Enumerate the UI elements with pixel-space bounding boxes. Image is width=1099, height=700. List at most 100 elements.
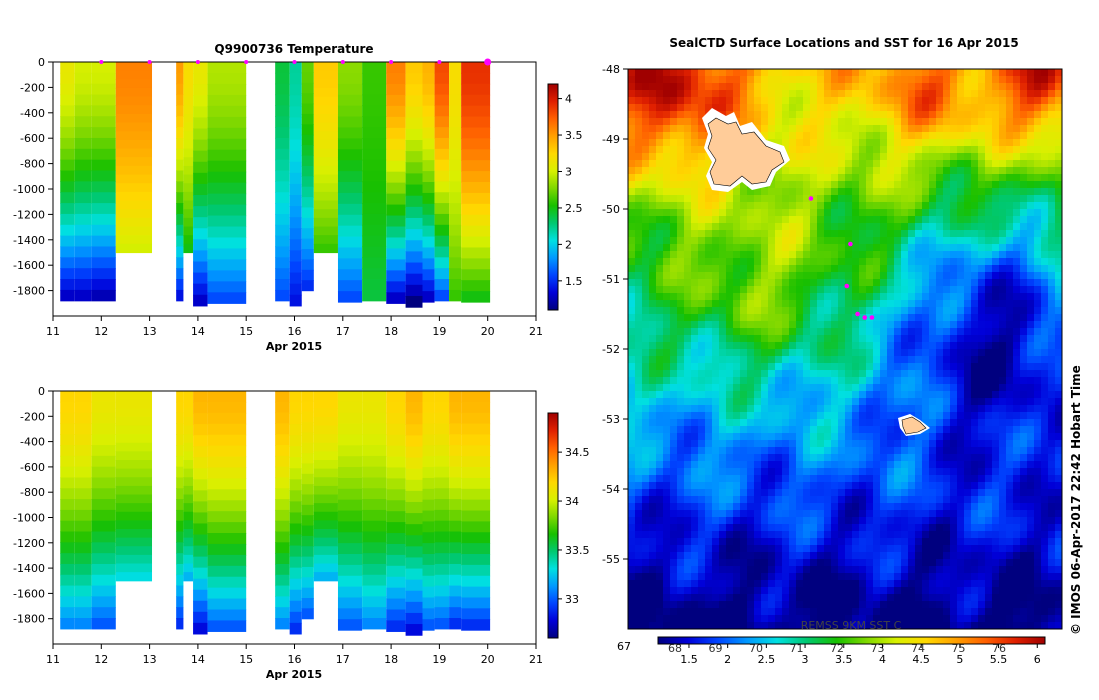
sst-cell bbox=[691, 223, 699, 231]
profile-cell bbox=[449, 159, 462, 172]
profile-cell bbox=[405, 151, 423, 163]
sst-cell bbox=[1006, 335, 1014, 343]
sst-cell bbox=[845, 272, 853, 280]
sst-cell bbox=[649, 153, 657, 161]
sst-cell bbox=[691, 461, 699, 469]
sst-cell bbox=[761, 384, 769, 392]
sst-cell bbox=[1013, 307, 1021, 315]
sst-cell bbox=[1020, 160, 1028, 168]
profile-cell bbox=[91, 531, 116, 543]
sst-cell bbox=[894, 468, 902, 476]
sst-cell bbox=[838, 223, 846, 231]
sst-cell bbox=[740, 510, 748, 518]
sst-cell bbox=[810, 230, 818, 238]
sst-cell bbox=[915, 503, 923, 511]
sst-cell bbox=[782, 209, 790, 217]
sst-cell bbox=[985, 398, 993, 406]
sst-cell bbox=[859, 258, 867, 266]
sst-cell bbox=[705, 398, 713, 406]
sst-cell bbox=[901, 454, 909, 462]
sst-cell bbox=[831, 461, 839, 469]
sst-cell bbox=[971, 419, 979, 427]
profile-cell bbox=[405, 84, 423, 97]
sst-cell bbox=[719, 398, 727, 406]
sst-cell bbox=[740, 489, 748, 497]
sst-cell bbox=[992, 503, 1000, 511]
sst-cell bbox=[985, 454, 993, 462]
sst-cell bbox=[950, 314, 958, 322]
sst-cell bbox=[768, 125, 776, 133]
sst-cell bbox=[796, 139, 804, 147]
sst-cell bbox=[642, 223, 650, 231]
sst-cell bbox=[985, 76, 993, 84]
profile-cell bbox=[60, 257, 75, 269]
sst-cell bbox=[880, 258, 888, 266]
sst-cell bbox=[684, 307, 692, 315]
sst-cell bbox=[642, 377, 650, 385]
sst-cell bbox=[943, 377, 951, 385]
sst-cell bbox=[936, 139, 944, 147]
sst-cell bbox=[782, 83, 790, 91]
sst-cell bbox=[859, 118, 867, 126]
sst-cell bbox=[838, 272, 846, 280]
sst-cell bbox=[768, 370, 776, 378]
sst-cell bbox=[796, 363, 804, 371]
sst-cell bbox=[740, 300, 748, 308]
profile-cell bbox=[176, 116, 184, 128]
sst-cell bbox=[817, 188, 825, 196]
profile-cell bbox=[301, 587, 314, 599]
sst-cell bbox=[670, 258, 678, 266]
sst-cell bbox=[964, 97, 972, 105]
sst-cell bbox=[635, 167, 643, 175]
sst-cell bbox=[999, 244, 1007, 252]
sst-cell bbox=[978, 132, 986, 140]
sst-cell bbox=[649, 272, 657, 280]
sst-cell bbox=[761, 433, 769, 441]
sst-cell bbox=[642, 440, 650, 448]
sst-cell bbox=[894, 279, 902, 287]
sst-cell bbox=[677, 188, 685, 196]
sst-cell bbox=[852, 503, 860, 511]
profile-cell bbox=[461, 171, 491, 183]
sst-cell bbox=[754, 440, 762, 448]
profile-cell bbox=[313, 416, 338, 427]
sst-cell bbox=[796, 405, 804, 413]
sst-cell bbox=[887, 216, 895, 224]
sst-cell bbox=[747, 286, 755, 294]
sst-cell bbox=[901, 188, 909, 196]
sst-cell bbox=[761, 69, 769, 77]
sst-cell bbox=[705, 349, 713, 357]
sst-cell bbox=[656, 356, 664, 364]
sst-cell bbox=[796, 167, 804, 175]
sst-cell bbox=[663, 195, 671, 203]
sst-cell bbox=[719, 475, 727, 483]
sst-cell bbox=[873, 335, 881, 343]
sst-cell bbox=[1055, 181, 1063, 189]
sst-cell bbox=[691, 244, 699, 252]
sst-cell bbox=[747, 335, 755, 343]
sst-cell bbox=[628, 69, 636, 77]
sst-cell bbox=[901, 440, 909, 448]
sst-cell bbox=[754, 496, 762, 504]
sst-cell bbox=[635, 272, 643, 280]
sst-cell bbox=[845, 419, 853, 427]
sst-cell bbox=[810, 454, 818, 462]
y-tick-label: -200 bbox=[20, 81, 45, 94]
profile-cell bbox=[74, 72, 92, 85]
sst-cell bbox=[831, 468, 839, 476]
sst-cell bbox=[740, 118, 748, 126]
profile-cell bbox=[289, 501, 302, 514]
sst-cell bbox=[712, 335, 720, 343]
sst-cell bbox=[635, 69, 643, 77]
profile-cell bbox=[461, 575, 491, 588]
sst-cell bbox=[747, 293, 755, 301]
profile-cell bbox=[115, 183, 153, 193]
sst-cell bbox=[670, 328, 678, 336]
sst-cell bbox=[628, 426, 636, 434]
profile-cell bbox=[60, 596, 75, 608]
sst-cell bbox=[964, 237, 972, 245]
sst-cell bbox=[929, 356, 937, 364]
sst-cell bbox=[698, 153, 706, 161]
sst-cell bbox=[649, 328, 657, 336]
sst-cell bbox=[684, 181, 692, 189]
